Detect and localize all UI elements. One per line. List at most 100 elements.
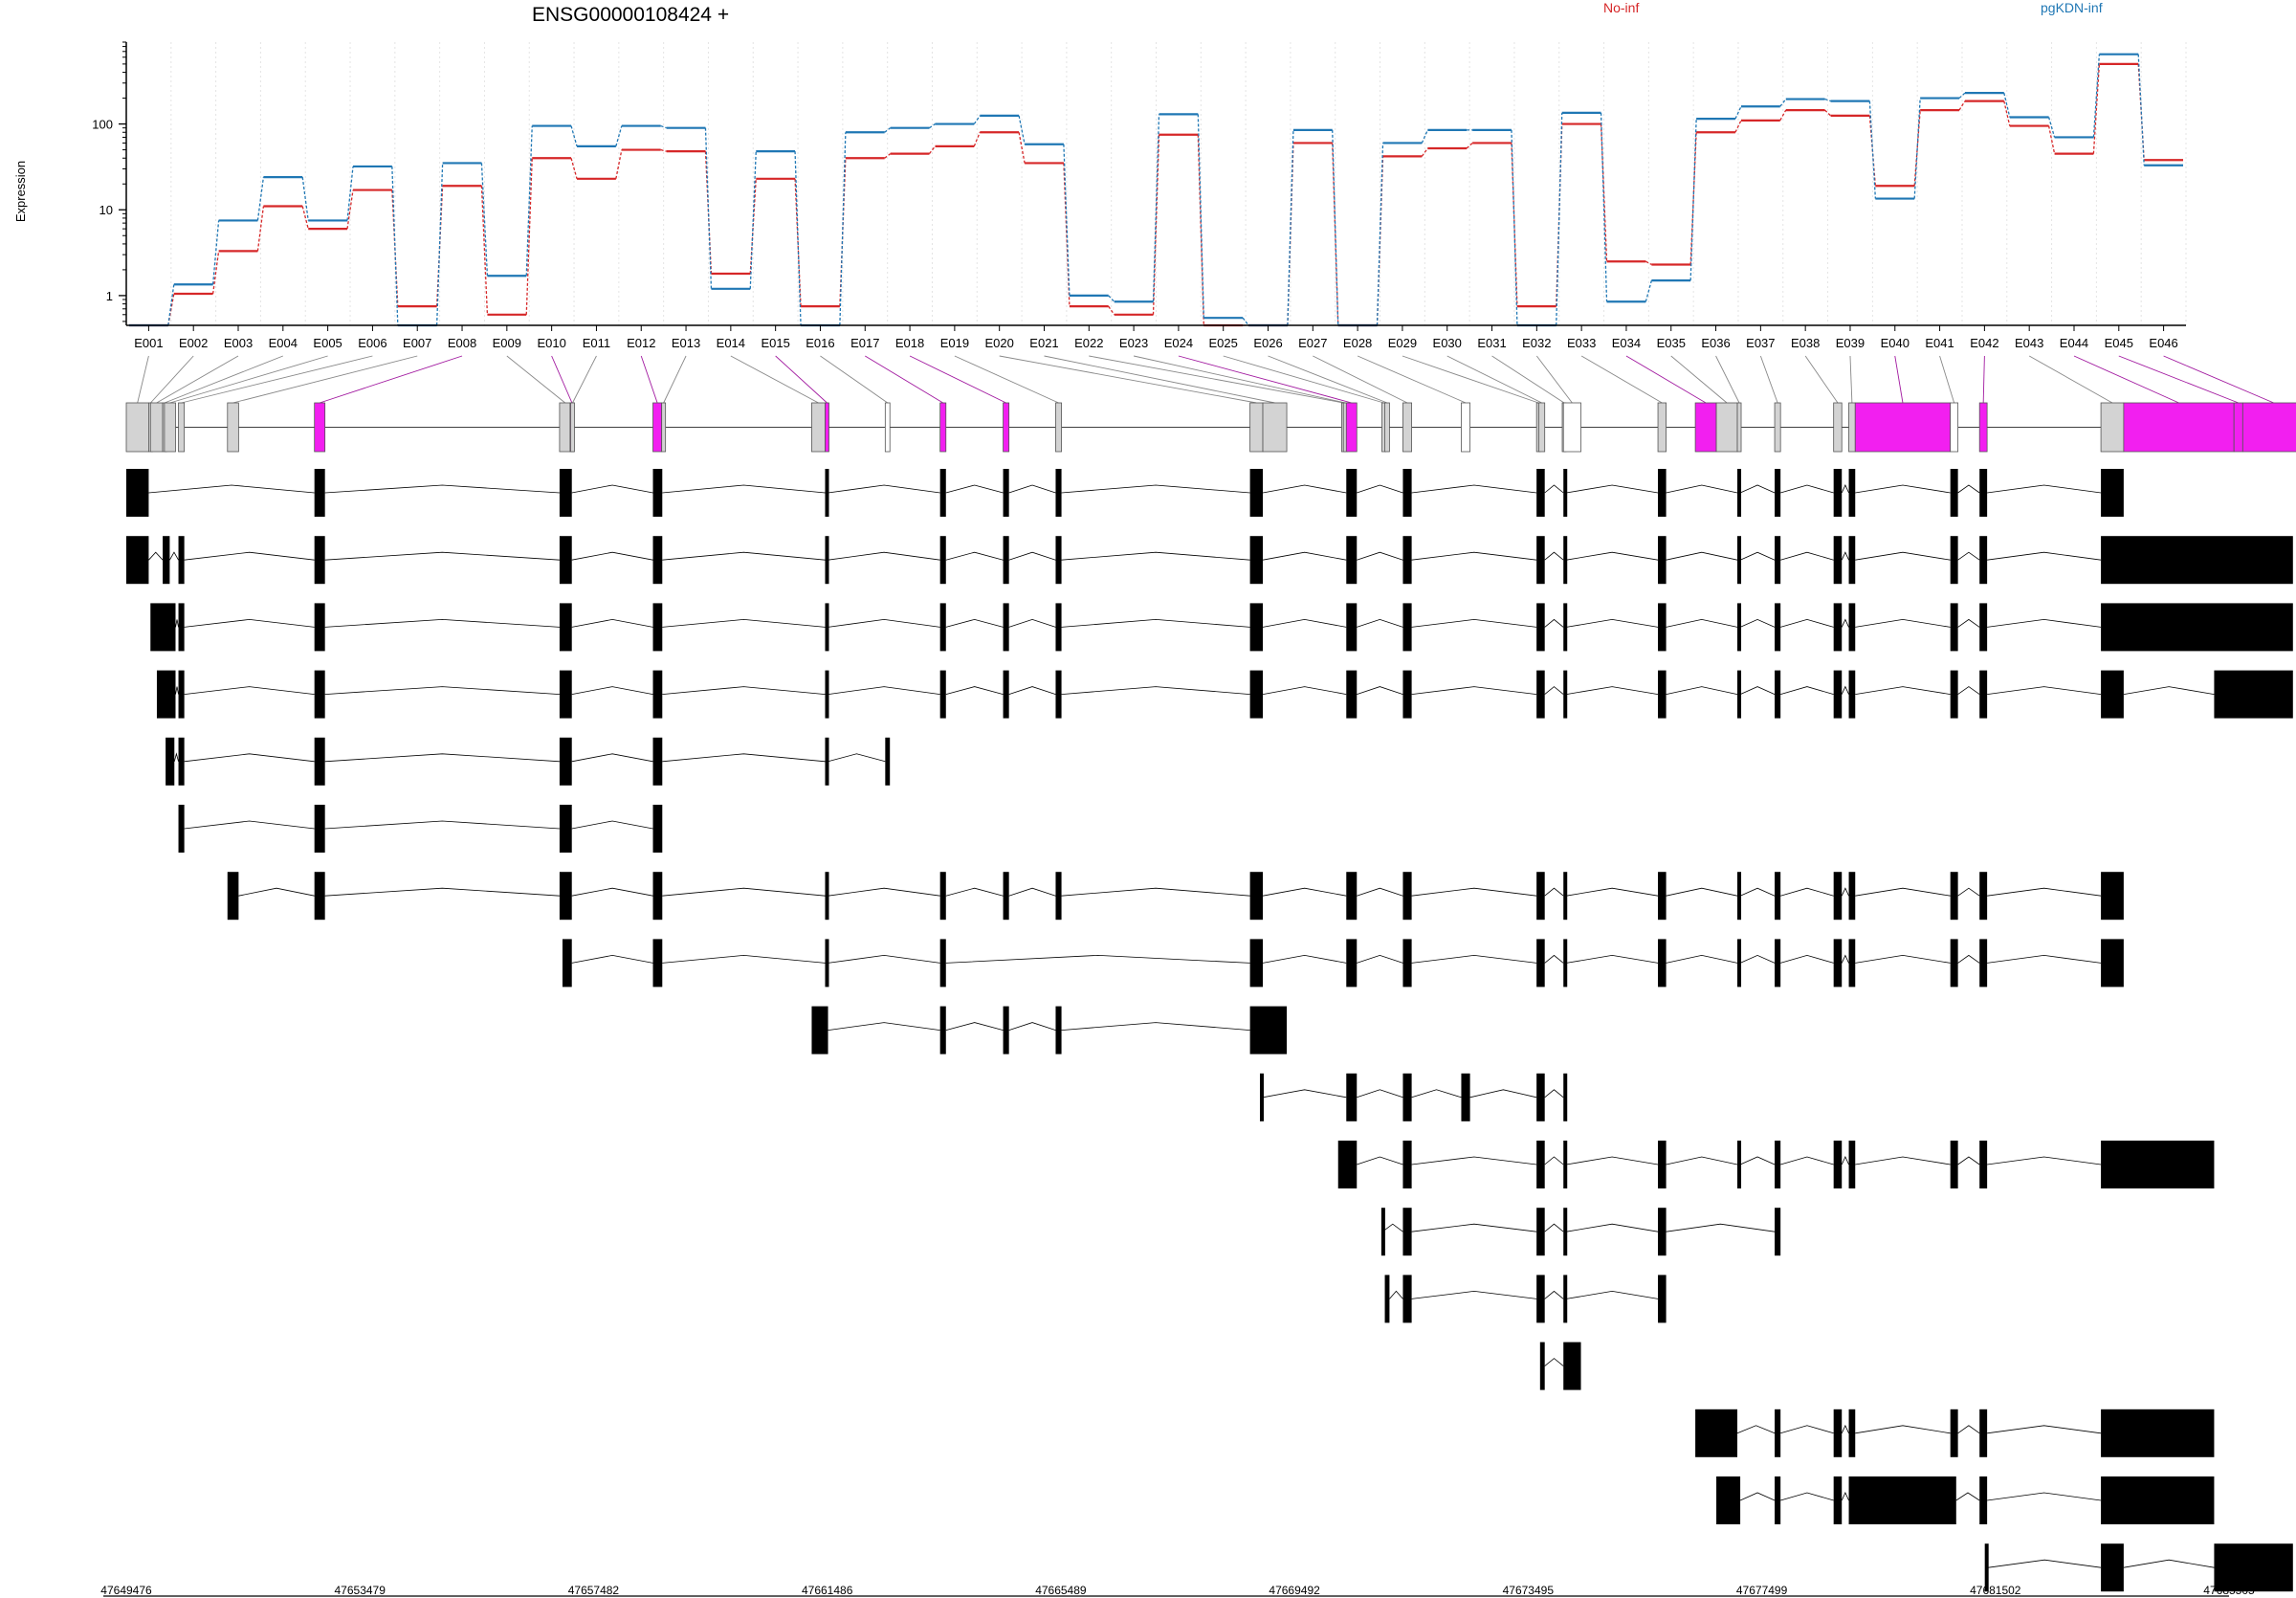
intron-line [184,753,315,763]
intron-line [148,484,315,494]
step-connector [167,284,175,326]
intron-line [945,1022,1004,1031]
exon-connector [320,355,463,404]
transcript-exon [559,737,572,786]
exon-connector [954,355,1059,404]
intron-line [1841,685,1849,695]
exon-label: E016 [806,336,834,350]
transcript-exon [1979,1409,1988,1457]
intron-line [1544,954,1564,964]
exon-box [1694,402,1717,453]
transcript-exon [885,737,891,786]
exon-box [1657,402,1667,453]
transcript-exon [1658,603,1667,652]
transcript-exon [1003,872,1009,921]
exon-label: E034 [1612,336,1641,350]
intron-line [1957,551,1980,561]
intron-line [1008,686,1056,695]
exon-connector [730,355,819,404]
intron-line [1957,887,1980,897]
exon-box [2123,402,2235,453]
step-connector [839,132,847,326]
intron-line [828,1022,940,1031]
transcript-exon [1775,603,1781,652]
transcript-exon [1833,1141,1843,1188]
transcript-exon [1833,536,1843,585]
step-connector [973,132,981,147]
intron-line [1357,1089,1403,1099]
transcript-exon [939,603,946,652]
transcript-row [1716,1476,2215,1524]
exon-box [1978,402,1988,453]
intron-line [2123,686,2215,695]
exon-connector [1759,355,1778,404]
transcript-exon [1249,670,1264,719]
transcript-exon [1775,536,1781,585]
exon-box [811,402,826,453]
intron-line [1411,887,1537,897]
transcript-exon [1737,939,1742,988]
exon-label: E035 [1657,336,1686,350]
exon-label: E010 [537,336,565,350]
transcript-exon [1848,1409,1856,1457]
transcript-exon [1848,469,1856,517]
exon-connector [1625,355,1707,404]
step-connector [346,166,354,221]
exon-label: E039 [1836,336,1865,350]
exon-label: E024 [1164,336,1193,350]
intron-line [571,618,653,628]
intron-line [1544,618,1564,628]
step-connector [1779,99,1787,107]
step-connector [570,158,578,179]
step-connector [1600,112,1608,302]
transcript-exon [1536,1275,1545,1323]
step-connector [1734,120,1742,133]
intron-line [1411,551,1537,561]
transcript-exon [1979,536,1988,585]
step-connector [1018,132,1026,164]
step-connector [660,124,667,129]
transcript-exon [1563,1275,1568,1323]
exon-label: E001 [134,336,163,350]
transcript-exon [652,670,663,719]
intron-line [1566,1290,1659,1299]
exon-box [1950,402,1959,453]
intron-line [1262,551,1347,561]
exon-connector [1804,355,1839,404]
genomic-tick-label: 47657482 [568,1584,620,1597]
transcript-row [1337,1141,2215,1188]
exon-label: E017 [850,336,879,350]
intron-line [1666,1156,1738,1165]
intron-line [1855,551,1951,561]
step-connector [615,149,623,179]
transcript-exon [2101,1409,2215,1457]
intron-line [1739,686,1776,695]
exon-box [2233,402,2243,453]
transcript-exon [1563,670,1568,719]
exon-connectors [137,355,2274,404]
transcript-exon [1346,536,1358,585]
transcript-exon [1563,872,1568,921]
intron-line [1666,618,1738,628]
step-connector [660,148,667,152]
transcript-exon [2101,939,2124,988]
intron-line [945,551,1004,561]
step-connector [1913,98,1921,199]
exon-box [1848,402,1856,453]
intron-line [1987,887,2102,897]
step-connector [2003,100,2011,126]
intron-line [1841,1492,1849,1501]
intron-line [1544,484,1564,494]
exon-label: E021 [1029,336,1058,350]
transcript-exon [1402,1208,1412,1256]
step-connector [2137,54,2145,166]
exon-label: E041 [1925,336,1954,350]
transcript-exon [1259,1073,1264,1121]
transcript-exon [1950,939,1958,988]
intron-line [1008,618,1056,628]
exon-connector [1223,355,1384,404]
exon-box [825,402,829,453]
intron-line [571,887,653,897]
exon-connector [232,355,418,404]
transcript-exon [314,670,325,719]
